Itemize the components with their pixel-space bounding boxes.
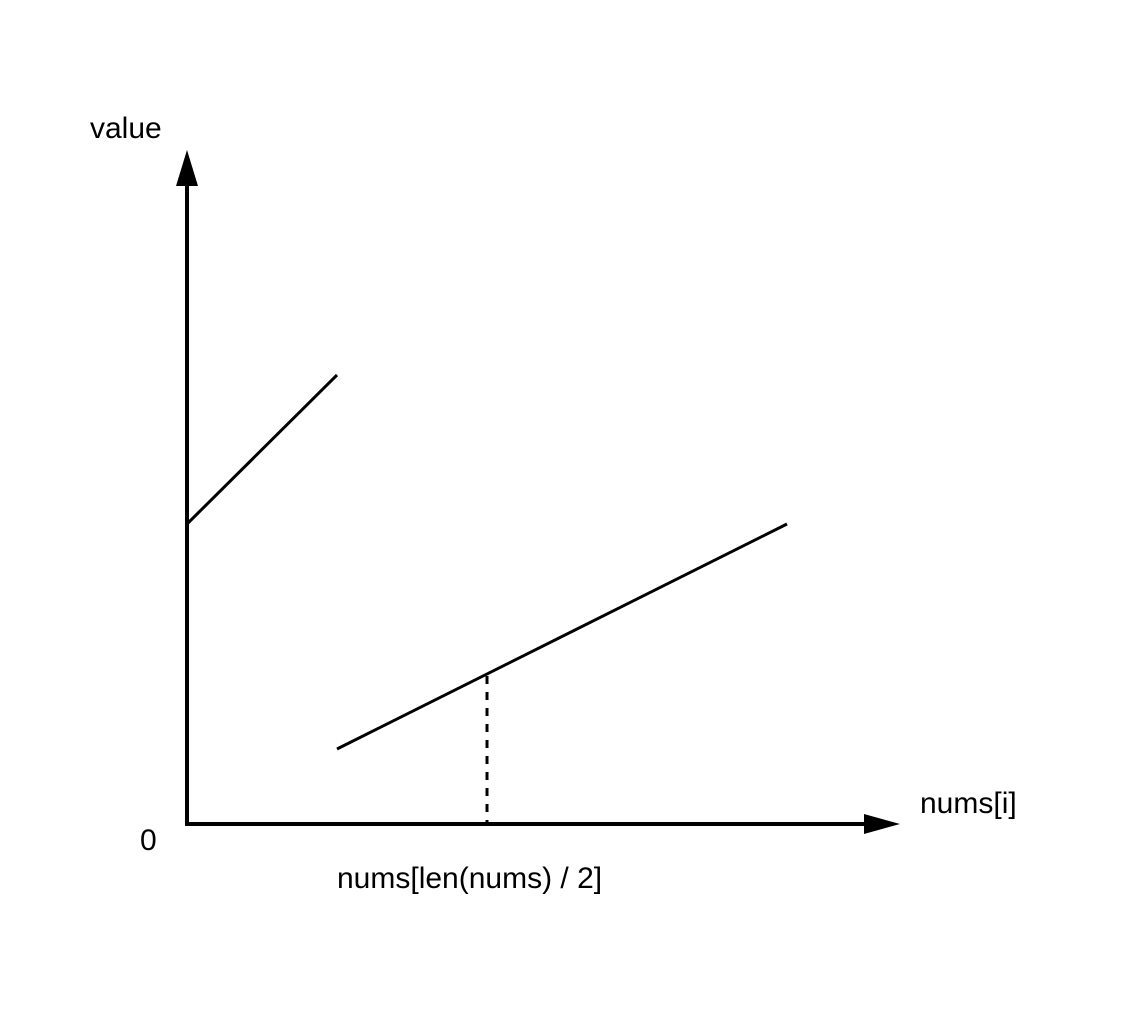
origin-label: 0 [140,824,157,857]
y-axis-arrow-icon [176,150,198,186]
median-label: nums[len(nums) / 2] [337,862,602,895]
x-axis-arrow-icon [864,814,900,834]
lower-segment [336,522,788,751]
x-axis-label: nums[i] [920,787,1017,820]
upper-segment [185,373,339,526]
y-axis-label: value [90,112,162,145]
